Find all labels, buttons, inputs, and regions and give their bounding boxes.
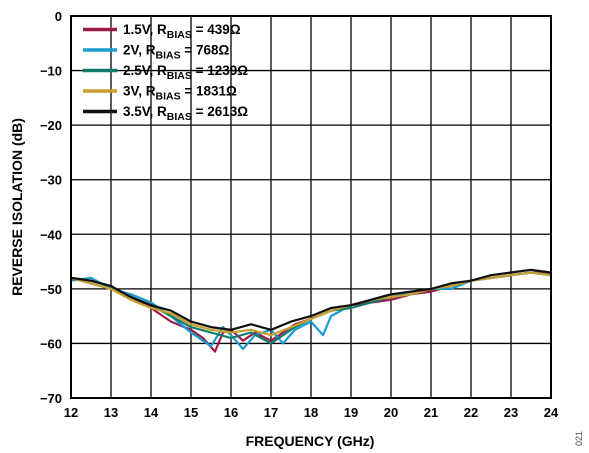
- legend-label: 3V, RBIAS = 1831Ω: [123, 84, 237, 103]
- x-tick-label: 16: [224, 405, 238, 420]
- x-tick-label: 14: [144, 405, 159, 420]
- x-tick-label: 15: [184, 405, 198, 420]
- y-tick-label: −30: [40, 173, 62, 188]
- y-tick-labels: 0 −10 −20 −30 −40 −50 −60 −70: [40, 9, 62, 406]
- x-tick-label: 22: [464, 405, 478, 420]
- legend-label: 1.5V, RBIAS = 439Ω: [123, 22, 241, 41]
- y-tick-label: −40: [40, 227, 62, 242]
- figure-code: 021: [574, 431, 584, 446]
- y-tick-label: −10: [40, 64, 62, 79]
- legend: 1.5V, RBIAS = 439Ω 2V, RBIAS = 768Ω2.5V, …: [83, 22, 248, 123]
- x-tick-label: 12: [64, 405, 78, 420]
- y-tick-label: −20: [40, 118, 62, 133]
- y-axis-title: REVERSE ISOLATION (dB): [9, 118, 25, 296]
- x-tick-label: 19: [344, 405, 358, 420]
- legend-label: 2V, RBIAS = 768Ω: [123, 43, 230, 62]
- y-tick-label: −60: [40, 336, 62, 351]
- y-tick-label: −50: [40, 282, 62, 297]
- x-tick-label: 23: [504, 405, 518, 420]
- x-tick-label: 17: [264, 405, 278, 420]
- x-tick-label: 24: [544, 405, 559, 420]
- x-tick-labels: 12 13 14 15 16 17 18 19 20 21 22 23 24: [64, 405, 559, 420]
- y-tick-label: 0: [55, 9, 62, 24]
- x-tick-label: 13: [104, 405, 118, 420]
- x-tick-label: 20: [384, 405, 398, 420]
- x-tick-label: 21: [424, 405, 438, 420]
- x-axis-title: FREQUENCY (GHz): [246, 433, 375, 449]
- legend-label: 3.5V, RBIAS = 2613Ω: [123, 104, 248, 123]
- x-tick-label: 18: [304, 405, 318, 420]
- y-tick-label: −70: [40, 391, 62, 406]
- legend-label: 2.5V, RBIAS = 1239Ω: [123, 63, 248, 82]
